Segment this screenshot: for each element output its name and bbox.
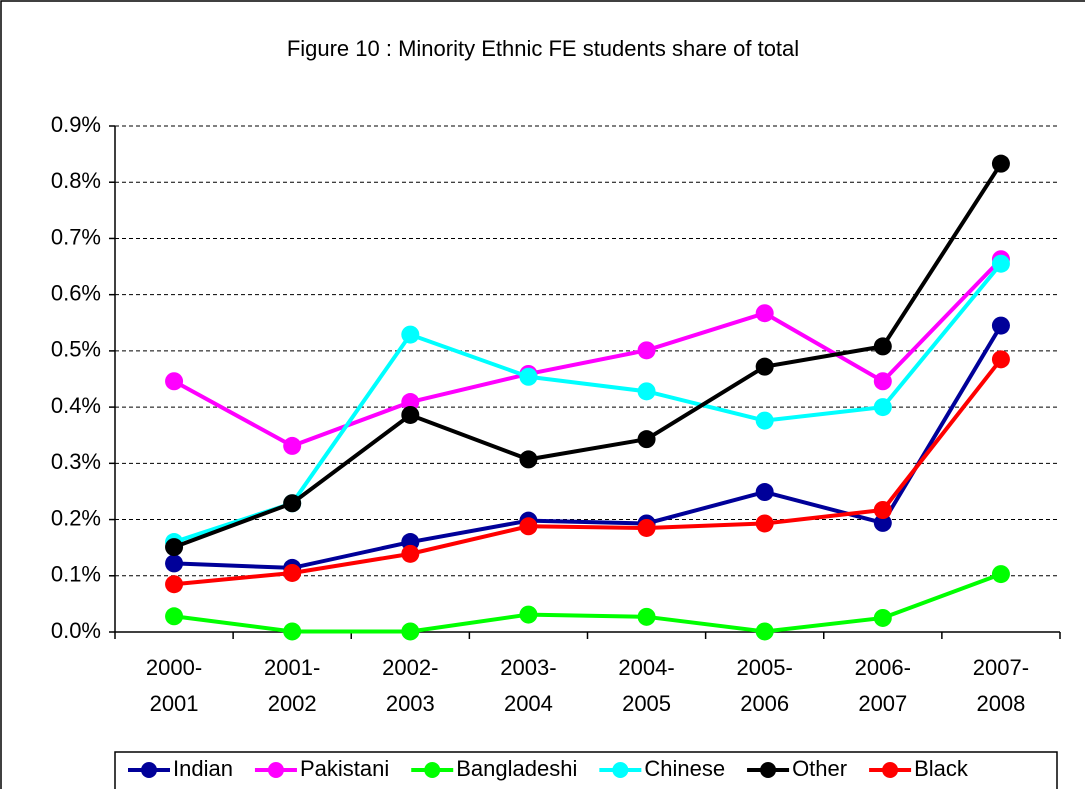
data-point xyxy=(873,513,892,532)
x-tick-label: 2003-2004 xyxy=(500,655,557,716)
data-point xyxy=(755,357,774,376)
data-point xyxy=(991,565,1010,584)
data-point xyxy=(637,341,656,360)
data-point xyxy=(165,607,184,626)
data-point xyxy=(755,304,774,323)
data-point xyxy=(991,254,1010,273)
y-tick-label: 0.0% xyxy=(51,618,101,643)
series-line xyxy=(173,324,1003,570)
x-tick-label: 2002-2003 xyxy=(382,655,439,716)
x-tick-label: 2000-2001 xyxy=(145,655,203,716)
data-point xyxy=(991,316,1010,335)
data-point xyxy=(755,622,774,641)
legend-label: Black xyxy=(914,756,969,781)
data-point xyxy=(637,382,656,401)
legend-marker xyxy=(424,762,441,778)
chart-title: Figure 10 : Minority Ethnic FE students … xyxy=(287,36,799,61)
data-point xyxy=(401,544,420,563)
x-tick-label: 2005-2006 xyxy=(736,655,793,716)
y-tick-label: 0.6% xyxy=(51,280,101,305)
data-point xyxy=(165,554,184,573)
y-tick-label: 0.5% xyxy=(51,337,101,362)
data-point xyxy=(755,483,774,502)
x-tick-label: 2001-2002 xyxy=(264,655,321,716)
data-point xyxy=(637,607,656,626)
legend-marker xyxy=(612,762,629,778)
y-tick-label: 0.2% xyxy=(51,505,101,530)
data-point xyxy=(873,608,892,627)
data-point xyxy=(519,450,538,469)
series-line xyxy=(173,162,1003,549)
data-point xyxy=(283,622,302,641)
data-point xyxy=(873,398,892,417)
data-point xyxy=(519,605,538,624)
legend-label: Bangladeshi xyxy=(456,756,577,781)
data-point xyxy=(401,622,420,641)
series-line xyxy=(173,262,1003,544)
data-point xyxy=(283,494,302,513)
series-line xyxy=(173,572,1002,634)
legend-label: Other xyxy=(792,756,847,781)
legend-label: Pakistani xyxy=(300,756,389,781)
y-tick-label: 0.9% xyxy=(51,112,101,137)
data-point xyxy=(755,411,774,430)
x-tick-label: 2004-2005 xyxy=(618,655,675,716)
legend-marker xyxy=(882,762,899,778)
legend-marker xyxy=(760,762,777,778)
y-tick-label: 0.7% xyxy=(51,224,101,249)
y-tick-label: 0.1% xyxy=(51,562,101,587)
data-point xyxy=(401,393,420,412)
x-tick-label: 2006-2007 xyxy=(854,655,911,716)
legend-label: Chinese xyxy=(644,756,725,781)
y-tick-label: 0.3% xyxy=(51,449,101,474)
data-point xyxy=(283,436,302,455)
data-point xyxy=(401,405,420,424)
data-point xyxy=(991,154,1010,173)
data-point xyxy=(637,518,656,537)
data-point xyxy=(519,517,538,536)
data-point xyxy=(873,500,892,519)
data-point xyxy=(991,350,1010,369)
data-point xyxy=(637,430,656,449)
y-tick-label: 0.8% xyxy=(51,168,101,193)
legend-marker xyxy=(267,762,284,778)
data-point xyxy=(519,367,538,386)
series-line xyxy=(173,358,1003,587)
data-point xyxy=(755,514,774,533)
data-point xyxy=(873,337,892,356)
data-point xyxy=(165,538,184,557)
data-point xyxy=(401,325,420,344)
y-tick-label: 0.4% xyxy=(51,393,101,418)
data-point xyxy=(283,563,302,582)
x-tick-label: 2007-2008 xyxy=(972,655,1030,716)
data-point xyxy=(165,372,184,391)
data-point xyxy=(165,575,184,594)
legend-marker xyxy=(141,762,157,778)
legend-label: Indian xyxy=(173,756,233,781)
data-point xyxy=(873,372,892,391)
series-line xyxy=(173,257,1003,449)
